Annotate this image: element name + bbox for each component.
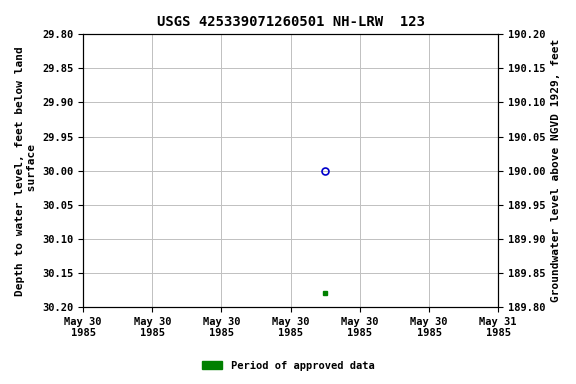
Legend: Period of approved data: Period of approved data	[198, 357, 378, 375]
Y-axis label: Depth to water level, feet below land
 surface: Depth to water level, feet below land su…	[15, 46, 37, 296]
Y-axis label: Groundwater level above NGVD 1929, feet: Groundwater level above NGVD 1929, feet	[551, 39, 561, 302]
Title: USGS 425339071260501 NH-LRW  123: USGS 425339071260501 NH-LRW 123	[157, 15, 425, 29]
